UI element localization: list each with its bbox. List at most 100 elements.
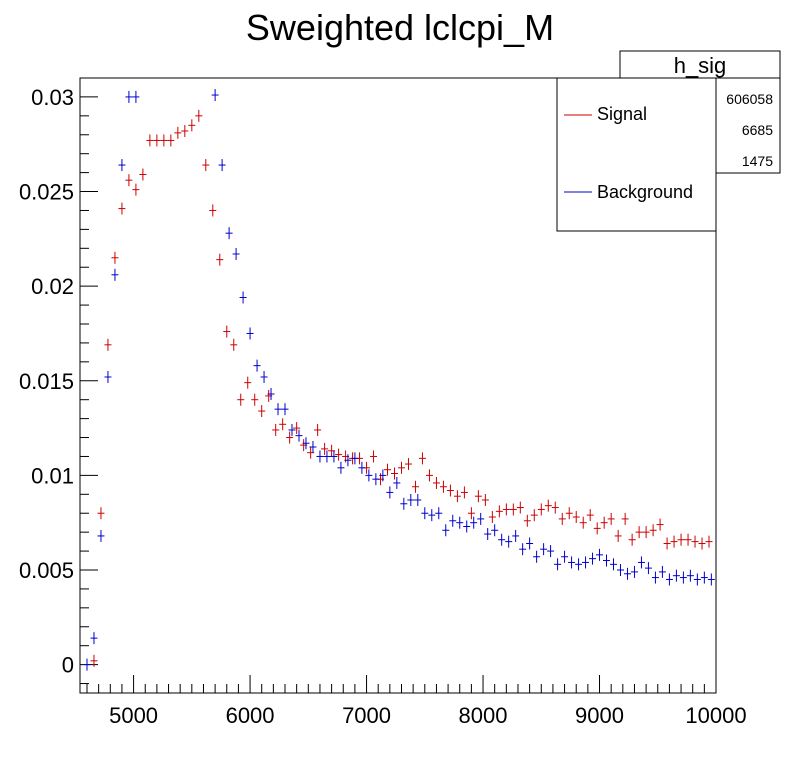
data-point-background: [421, 507, 429, 520]
data-point-background: [484, 528, 492, 541]
data-point-signal: [188, 119, 196, 132]
data-point-signal: [460, 486, 468, 499]
data-point-signal: [244, 376, 252, 389]
data-point-signal: [411, 480, 419, 493]
legend: Signal Background: [556, 77, 717, 232]
data-point-background: [267, 388, 275, 401]
data-point-background: [512, 529, 520, 542]
data-point-signal: [572, 511, 580, 524]
data-point-signal: [146, 134, 154, 147]
data-point-background: [491, 524, 499, 537]
data-point-background: [118, 159, 126, 172]
data-point-signal: [481, 493, 489, 506]
data-point-background: [589, 552, 597, 565]
data-point-background: [561, 550, 569, 563]
x-tick-label: 6000: [226, 703, 275, 728]
data-point-background: [309, 441, 317, 453]
data-point-background: [533, 550, 541, 563]
y-tick-label: 0.005: [19, 558, 74, 583]
data-point-background: [232, 247, 240, 260]
data-point-background: [97, 529, 105, 542]
data-point-signal: [586, 509, 594, 522]
data-point-background: [449, 514, 457, 527]
legend-label-background: Background: [597, 182, 693, 202]
data-point-background: [498, 533, 506, 546]
data-point-background: [630, 565, 638, 578]
data-point-background: [596, 548, 604, 561]
x-tick-label: 7000: [342, 703, 391, 728]
data-point-signal: [118, 202, 126, 215]
data-point-signal: [391, 467, 399, 480]
data-point-signal: [160, 134, 168, 147]
data-point-signal: [153, 134, 161, 147]
data-point-signal: [286, 431, 294, 444]
stats-value-entries: 606058: [726, 91, 773, 107]
data-point-background: [337, 461, 345, 474]
data-point-background: [400, 497, 408, 510]
x-axis: 5000 6000 7000 8000 9000 10000: [86, 675, 747, 728]
data-point-background: [623, 567, 631, 580]
data-point-signal: [453, 490, 461, 503]
data-point-background: [470, 516, 478, 529]
data-point-background: [239, 291, 247, 304]
data-point-signal: [279, 418, 287, 431]
data-point-signal: [90, 654, 98, 667]
data-point-signal: [565, 507, 573, 520]
data-point-signal: [509, 503, 517, 516]
data-point-background: [686, 569, 694, 582]
data-point-background: [351, 452, 359, 465]
data-point-background: [246, 327, 254, 340]
data-point-background: [260, 370, 268, 383]
data-point-signal: [370, 450, 378, 463]
data-point-signal: [397, 461, 405, 474]
data-point-background: [603, 554, 611, 567]
data-point-signal: [677, 533, 685, 546]
data-point-background: [707, 573, 715, 586]
data-point-background: [372, 473, 380, 486]
data-point-signal: [272, 423, 280, 436]
data-point-background: [644, 562, 652, 575]
data-point-signal: [642, 526, 650, 539]
data-point-signal: [104, 338, 112, 351]
data-point-background: [540, 543, 548, 556]
data-point-background: [505, 535, 513, 548]
data-point-signal: [467, 507, 475, 520]
data-point-background: [568, 556, 576, 569]
x-tick-label: 8000: [459, 703, 508, 728]
data-point-background: [519, 543, 527, 556]
data-point-background: [111, 268, 119, 281]
data-point-signal: [132, 183, 140, 196]
data-point-signal: [439, 480, 447, 493]
data-point-background: [414, 493, 422, 506]
data-point-background: [665, 573, 673, 586]
stats-value-stddev: 1475: [742, 153, 773, 169]
data-point-background: [407, 493, 415, 506]
data-point-signal: [530, 509, 538, 522]
data-point-signal: [649, 524, 657, 537]
data-point-signal: [705, 535, 713, 548]
data-point-signal: [293, 422, 301, 435]
stats-value-mean: 6685: [742, 122, 773, 138]
y-tick-label: 0.03: [31, 85, 74, 110]
data-point-background: [302, 437, 310, 450]
data-point-background: [477, 512, 485, 525]
data-point-background: [225, 227, 233, 240]
chart-title: Sweighted lclcpi_M: [246, 7, 554, 48]
data-point-background: [616, 564, 624, 576]
data-point-signal: [628, 533, 636, 546]
data-point-background: [365, 469, 373, 482]
data-point-signal: [684, 533, 692, 546]
data-point-background: [253, 359, 261, 372]
data-point-background: [609, 558, 617, 571]
data-point-background: [456, 516, 464, 529]
data-point-background: [672, 569, 680, 582]
data-point-background: [316, 450, 324, 463]
data-point-signal: [593, 522, 601, 535]
data-point-signal: [202, 159, 210, 172]
data-point-background: [125, 90, 133, 103]
y-tick-label: 0.01: [31, 463, 74, 488]
data-point-background: [693, 573, 701, 586]
data-point-background: [358, 461, 366, 474]
data-point-signal: [230, 338, 238, 351]
